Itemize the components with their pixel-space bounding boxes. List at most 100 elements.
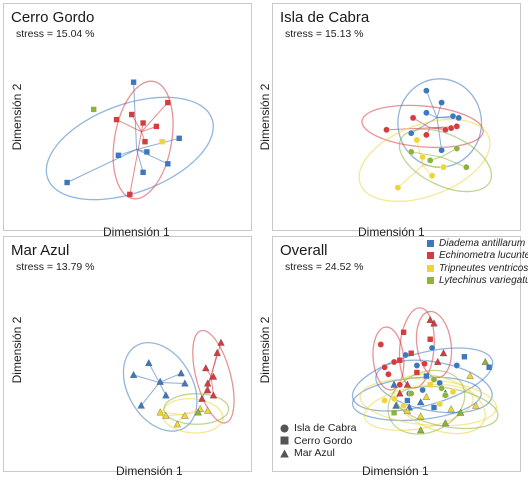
legend-label: Lytechinus variegatus xyxy=(439,275,528,287)
x-axis-label: Dimensión 1 xyxy=(362,464,429,478)
data-point xyxy=(472,401,480,409)
confidence-ellipse xyxy=(163,393,230,425)
data-point xyxy=(91,106,97,113)
spider-line xyxy=(159,372,182,383)
data-point xyxy=(417,398,425,406)
data-point xyxy=(390,395,398,403)
spider-line xyxy=(440,156,467,168)
square-marker-icon xyxy=(280,436,289,445)
data-point xyxy=(181,379,189,387)
panel-isla-de-cabra: Isla de Cabra stress = 15.13 % xyxy=(272,3,521,231)
data-point xyxy=(438,99,445,106)
panel-plot xyxy=(351,307,499,435)
stress-value: stress = 13.79 % xyxy=(16,261,95,273)
data-point xyxy=(162,391,170,399)
data-point xyxy=(421,360,428,368)
data-point xyxy=(417,412,425,420)
data-point xyxy=(486,364,492,370)
data-point xyxy=(430,376,438,383)
data-point xyxy=(176,135,182,141)
legend-item: Lytechinus variegatus xyxy=(427,275,528,288)
data-point xyxy=(156,408,164,416)
data-point xyxy=(385,370,392,378)
data-point xyxy=(408,350,414,356)
spider-line xyxy=(136,149,169,165)
data-point xyxy=(419,386,426,394)
legend-swatch xyxy=(427,239,434,247)
data-point xyxy=(439,349,448,357)
data-point xyxy=(427,382,433,388)
spider-line xyxy=(411,151,442,158)
data-point xyxy=(423,87,430,94)
data-point xyxy=(129,111,135,118)
confidence-ellipse xyxy=(192,329,235,424)
data-point xyxy=(449,112,457,120)
confidence-ellipse xyxy=(415,310,453,379)
data-point xyxy=(204,406,212,414)
data-point xyxy=(407,129,415,137)
stress-value: stress = 24.52 % xyxy=(285,261,364,273)
legend-item: Tripneutes ventricosus xyxy=(427,262,528,275)
panel-plot xyxy=(358,78,493,202)
spider-line xyxy=(182,410,208,416)
spider-line xyxy=(436,117,443,151)
data-point xyxy=(204,386,212,394)
site-legend: Isla de Cabra Cerro Gordo Mar Azul xyxy=(280,422,356,460)
data-point xyxy=(194,408,202,416)
data-point xyxy=(403,406,412,414)
data-point xyxy=(428,172,436,179)
data-point xyxy=(423,131,430,139)
confidence-ellipse xyxy=(358,118,491,202)
data-point xyxy=(400,329,407,335)
data-point xyxy=(145,359,153,367)
legend-item: Diadema antillarum xyxy=(427,237,528,250)
data-point xyxy=(419,153,426,161)
data-point xyxy=(129,370,138,378)
data-point xyxy=(453,362,461,369)
data-point xyxy=(462,163,470,171)
data-point xyxy=(403,380,412,388)
data-point xyxy=(127,191,133,198)
data-point xyxy=(409,114,417,122)
data-point xyxy=(394,184,402,191)
spider-line xyxy=(425,90,438,118)
data-point xyxy=(404,397,411,404)
data-point xyxy=(140,169,146,175)
data-point xyxy=(481,357,489,365)
data-point xyxy=(165,99,171,106)
legend-item: Isla de Cabra xyxy=(280,422,356,435)
data-point xyxy=(392,401,400,409)
confidence-ellipse xyxy=(45,96,214,201)
data-point xyxy=(453,145,461,152)
data-point xyxy=(422,392,431,400)
data-point xyxy=(413,362,421,369)
legend-item: Mar Azul xyxy=(280,447,356,460)
spider-line xyxy=(397,165,423,188)
spider-line xyxy=(160,411,183,416)
data-point xyxy=(414,369,420,376)
data-point xyxy=(217,338,225,346)
spider-line xyxy=(410,117,438,134)
data-point xyxy=(181,411,189,419)
data-point xyxy=(438,146,445,154)
confidence-ellipse xyxy=(363,384,474,431)
stress-value: stress = 15.04 % xyxy=(16,28,95,40)
x-axis-label: Dimensión 1 xyxy=(358,225,425,239)
confidence-ellipse xyxy=(351,347,494,412)
confidence-ellipse xyxy=(393,373,486,435)
data-point xyxy=(381,397,388,404)
data-point xyxy=(213,348,221,356)
data-point xyxy=(64,179,70,186)
data-point xyxy=(377,341,385,348)
data-point xyxy=(153,123,160,130)
data-point xyxy=(434,357,442,365)
confidence-ellipse xyxy=(398,128,493,193)
legend-label: Isla de Cabra xyxy=(294,422,357,435)
spider-line xyxy=(129,131,142,195)
data-point xyxy=(142,139,148,145)
data-point xyxy=(391,410,397,416)
data-point xyxy=(140,120,146,126)
data-point xyxy=(156,377,164,385)
spider-line xyxy=(140,382,160,406)
